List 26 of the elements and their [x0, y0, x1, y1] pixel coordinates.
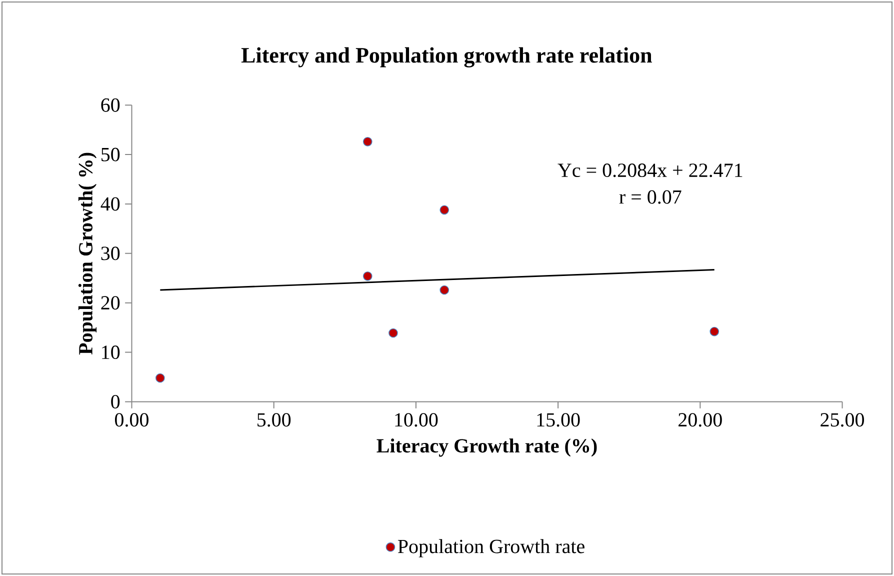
point [440, 285, 450, 295]
annotation: Yc = 0.2084x + 22.471 [558, 164, 742, 178]
y-tick-label: 0 [111, 394, 120, 408]
y-tick-label: 20 [101, 296, 120, 310]
x-tick-label: 10.00 [395, 413, 438, 427]
chart-title: Litercy and Population growth rate relation [241, 47, 652, 68]
x-tick-label: 20.00 [678, 413, 722, 427]
point [710, 326, 720, 336]
x-tick-label: 15.00 [537, 413, 580, 427]
point [440, 205, 450, 215]
x-tick-label: 0.00 [114, 413, 148, 427]
annotation: r = 0.07 [619, 190, 682, 204]
y-tick-label: 10 [102, 346, 120, 360]
y-tick-label: 40 [100, 197, 120, 211]
point [388, 328, 398, 338]
y-axis-title: Population Growth( %) [78, 152, 97, 355]
x-axis-title: Literacy Growth rate (%) [376, 438, 597, 457]
point [155, 373, 165, 383]
y-tick-label: 50 [102, 148, 120, 162]
point [362, 137, 372, 146]
y-tick-label: 60 [101, 98, 120, 112]
legend-label: Population Growth rate [398, 539, 584, 558]
point [362, 271, 372, 281]
x-tick-label: 5.00 [258, 413, 291, 427]
y-tick-label: 30 [101, 246, 120, 260]
x-tick-label: 25.00 [820, 413, 864, 427]
